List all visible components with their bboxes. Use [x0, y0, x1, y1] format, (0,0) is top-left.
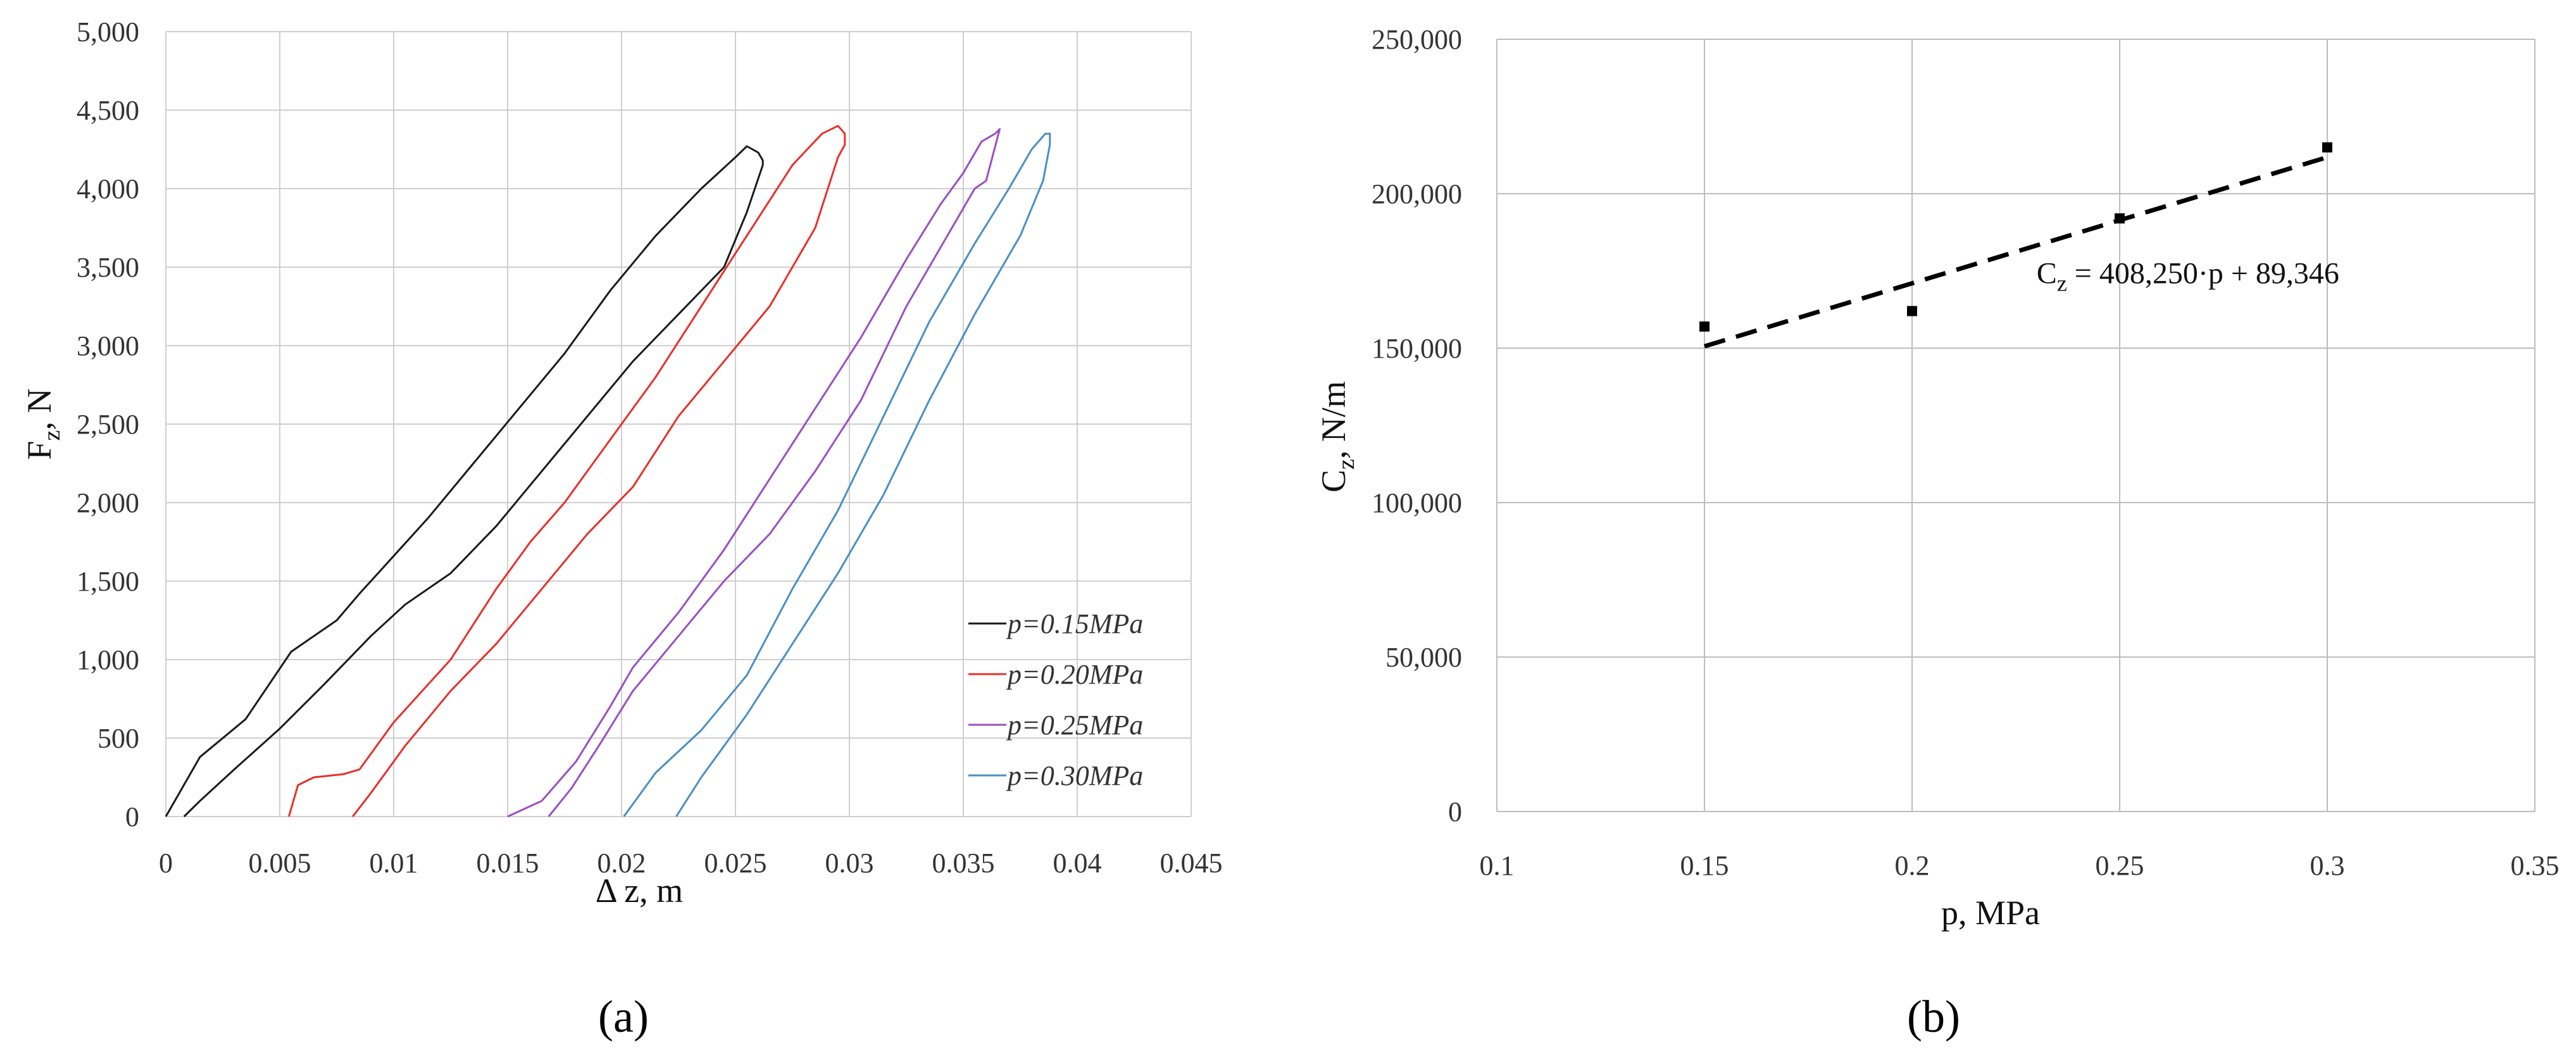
chart-b-x-tick-label: 0.35	[2511, 850, 2560, 881]
data-point-3	[2115, 213, 2125, 224]
chart-a-y-tick-label: 0	[125, 801, 139, 832]
chart-a-x-tick-label: 0.01	[370, 848, 418, 879]
chart-b-y-tick-label: 50,000	[1385, 642, 1462, 673]
chart-b-x-axis-title: p, MPa	[1941, 894, 2040, 932]
legend-label-1: p=0.15MPa	[1006, 608, 1143, 639]
legend-label-2: p=0.20MPa	[1006, 659, 1143, 690]
chart-b-y-tick-label: 0	[1448, 796, 1462, 827]
chart-a-x-tick-label: 0.03	[825, 848, 874, 879]
chart-b-y-tick-label: 150,000	[1372, 333, 1462, 364]
chart-a-x-tick-label: 0.015	[477, 848, 539, 879]
chart-a-x-tick-label: 0.02	[597, 848, 646, 879]
chart-b: 0.1 0.15 0.2 0.25 0.3 0.35 0 50,000 100,000 150,…	[1315, 24, 2560, 1042]
chart-a-x-tick-label: 0.005	[249, 848, 311, 879]
chart-b-y-tick-label: 250,000	[1372, 24, 1462, 55]
chart-b-y-ticks: 0 50,000 100,000 150,000 200,000 250,000	[1372, 24, 1462, 827]
chart-b-grid	[1496, 39, 2535, 812]
chart-b-y-tick-label: 100,000	[1372, 487, 1462, 518]
chart-a-panel-label: (a)	[598, 991, 649, 1042]
chart-b-y-tick-label: 200,000	[1372, 179, 1462, 210]
chart-a-y-tick-label: 2,000	[77, 487, 139, 518]
series-line-1	[165, 145, 764, 818]
chart-b-x-tick-label: 0.2	[1895, 850, 1930, 881]
chart-a-series	[165, 125, 1051, 818]
chart-a-y-tick-label: 2,500	[77, 409, 139, 440]
chart-a-y-tick-label: 5,000	[77, 16, 139, 47]
chart-b-x-tick-label: 0.1	[1480, 850, 1515, 881]
chart-a-y-tick-label: 4,000	[77, 173, 139, 204]
chart-a-y-tick-label: 3,500	[77, 252, 139, 283]
chart-a-y-ticks: 0 500 1,000 1,500 2,000 2,500 3,000 3,500 4,000 4…	[77, 16, 139, 832]
data-point-2	[1907, 306, 1917, 316]
chart-a-x-ticks: 0 0.005 0.01 0.015 0.02 0.025 0.03 0.035 0.04 0.0…	[159, 848, 1223, 879]
chart-b-plot-area	[1497, 39, 2535, 811]
legend-label-4: p=0.30MPa	[1006, 760, 1143, 791]
chart-a-x-tick-label: 0.045	[1160, 848, 1223, 879]
chart-b-y-axis-title: Cz, N/m	[1315, 381, 1360, 492]
chart-a-grid	[165, 31, 1192, 817]
series-line-3	[507, 128, 1001, 818]
series-line-2	[287, 125, 846, 817]
chart-b-x-ticks: 0.1 0.15 0.2 0.25 0.3 0.35	[1480, 850, 2560, 881]
data-point-4	[2322, 142, 2332, 153]
chart-a-legend: p=0.15MPa p=0.20MPa p=0.25MPa p=0.30MPa	[968, 608, 1143, 791]
chart-a-y-tick-label: 500	[97, 723, 139, 754]
chart-b-points	[1699, 142, 2332, 332]
chart-a-x-tick-label: 0.035	[932, 848, 995, 879]
data-point-1	[1699, 321, 1710, 332]
chart-a-y-tick-label: 1,500	[77, 566, 139, 597]
chart-a-x-axis-title: Δ z, m	[596, 872, 683, 910]
chart-a-y-tick-label: 1,000	[77, 644, 139, 675]
chart-b-panel-label: (b)	[1907, 991, 1960, 1042]
trendline	[1703, 154, 2329, 349]
chart-b-x-tick-label: 0.3	[2310, 850, 2345, 881]
chart-a-y-axis-title: Fz, N	[20, 389, 65, 460]
chart-a-x-tick-label: 0	[159, 848, 173, 879]
legend-label-3: p=0.25MPa	[1006, 710, 1143, 741]
chart-a-x-tick-label: 0.025	[704, 848, 767, 879]
chart-b-x-tick-label: 0.25	[2096, 850, 2144, 881]
chart-b-equation-label: Cz = 408,250·p + 89,346	[2037, 257, 2339, 296]
series-line-4	[623, 132, 1051, 817]
chart-b-trendline	[1703, 154, 2329, 349]
chart-b-x-tick-label: 0.15	[1680, 850, 1729, 881]
chart-a-x-tick-label: 0.04	[1053, 848, 1102, 879]
chart-a-y-tick-label: 4,500	[77, 95, 139, 126]
chart-a: 0 0.005 0.01 0.015 0.02 0.025 0.03 0.035 0.04 0.0…	[20, 16, 1223, 1042]
chart-a-y-tick-label: 3,000	[77, 330, 139, 361]
